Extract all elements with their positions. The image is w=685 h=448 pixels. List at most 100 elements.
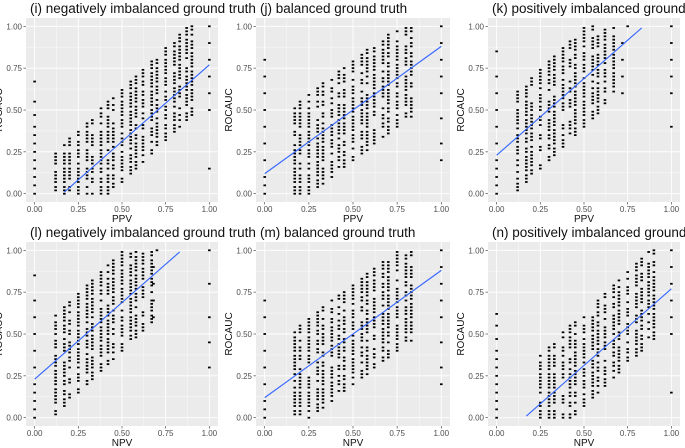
data-point [612,346,616,349]
data-point [530,154,533,157]
data-point [552,124,556,126]
data-point [591,95,595,98]
data-point [409,110,413,113]
data-point [596,379,600,382]
data-point [85,149,89,152]
data-point [190,110,194,113]
data-point [596,109,600,111]
data-point [573,346,577,349]
data-point [85,379,89,382]
data-point [539,75,542,78]
data-point [106,159,110,162]
data-point [316,87,319,90]
data-point [54,155,57,158]
data-point [372,304,376,307]
data-point [552,139,556,142]
y-tick-label: 0.75 [6,288,22,297]
data-point [134,145,138,148]
data-point [404,272,408,275]
data-point [409,254,413,257]
data-point [409,316,413,319]
data-point [129,274,133,277]
data-point [387,62,390,65]
data-point [547,70,551,73]
data-point [307,354,311,357]
data-point [134,329,138,332]
data-point [111,174,115,177]
data-point [316,155,319,158]
data-point [552,346,556,349]
data-point [387,89,390,91]
data-point [178,52,181,54]
data-point [372,92,376,95]
data-point [612,364,616,367]
data-point [173,127,176,130]
data-point [33,366,36,369]
data-point [365,100,369,103]
data-point [360,119,364,121]
data-point [150,269,154,272]
data-point [173,100,176,103]
data-point [263,408,267,411]
data-point [190,25,194,28]
data-point [141,90,145,93]
data-point [150,321,154,324]
data-point [387,107,390,110]
data-point [106,177,110,180]
data-point [495,400,498,402]
data-point [596,38,600,41]
data-point [111,164,115,167]
data-point [134,105,138,108]
x-tick-label: 0.75 [158,205,174,214]
data-point [561,142,565,145]
data-point [99,277,103,280]
data-point [134,324,138,327]
data-point [552,373,556,376]
data-point [395,313,399,315]
data-point [129,142,133,145]
data-point [337,368,341,371]
data-point [85,383,89,386]
data-point [316,321,319,324]
data-point [617,368,621,371]
data-point [351,155,355,158]
data-point [652,304,656,307]
data-point [652,338,656,340]
data-point [568,361,572,364]
data-point [33,150,36,153]
data-point [547,410,551,412]
data-point [337,155,341,158]
data-point [372,129,376,131]
data-point [321,339,325,342]
data-point [603,348,607,350]
data-point [99,115,103,118]
data-point [395,297,399,300]
data-point [263,58,267,61]
data-point [626,301,629,304]
data-point [77,299,80,302]
data-point [568,328,572,330]
data-point [99,112,103,115]
data-point [640,294,643,297]
data-point [77,336,80,339]
data-point [351,294,355,297]
data-point [307,192,311,195]
data-point [342,356,346,359]
data-point [582,67,586,70]
data-point [351,134,355,137]
data-point [178,70,181,73]
data-point [316,182,319,185]
data-point [351,313,355,315]
data-point [129,334,133,337]
data-point [337,374,341,377]
data-point [321,306,325,309]
data-point [106,264,110,267]
data-point [164,135,167,138]
data-point [164,95,167,98]
data-point [640,301,643,304]
data-point [365,373,369,376]
y-tick-label: 1.00 [236,246,252,255]
data-point [141,83,145,86]
data-point [547,107,551,110]
data-point [330,395,334,397]
